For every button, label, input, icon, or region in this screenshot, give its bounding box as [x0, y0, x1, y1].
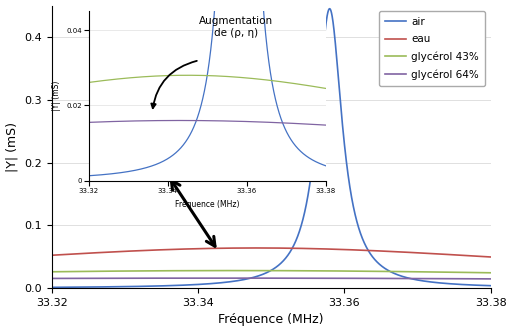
eau — [257, 246, 263, 250]
glycérol 43% — [487, 271, 494, 275]
eau — [49, 253, 55, 257]
air — [452, 282, 458, 286]
Line: eau: eau — [52, 248, 490, 257]
glycérol 43% — [257, 269, 263, 273]
glycérol 64% — [233, 276, 239, 280]
glycérol 64% — [368, 276, 374, 280]
glycérol 64% — [257, 276, 263, 280]
air — [368, 252, 374, 256]
glycérol 43% — [237, 269, 243, 273]
X-axis label: Fréquence (MHz): Fréquence (MHz) — [218, 313, 324, 326]
air — [474, 283, 480, 287]
eau — [474, 254, 480, 258]
Line: air: air — [52, 9, 490, 287]
air — [327, 7, 333, 11]
glycérol 64% — [237, 276, 243, 280]
eau — [452, 253, 458, 257]
glycérol 43% — [231, 269, 238, 273]
air — [233, 279, 239, 283]
air — [237, 279, 243, 283]
air — [49, 285, 55, 289]
eau — [237, 246, 243, 250]
Line: glycérol 43%: glycérol 43% — [52, 271, 490, 273]
eau — [368, 249, 374, 253]
glycérol 64% — [474, 277, 480, 281]
glycérol 64% — [49, 277, 55, 281]
glycérol 64% — [452, 277, 458, 281]
glycérol 43% — [474, 271, 480, 275]
eau — [487, 255, 494, 259]
glycérol 43% — [368, 269, 374, 273]
glycérol 64% — [217, 276, 223, 280]
glycérol 43% — [452, 270, 458, 274]
air — [487, 284, 494, 288]
glycérol 43% — [49, 270, 55, 274]
Line: glycérol 64%: glycérol 64% — [52, 278, 490, 279]
glycérol 43% — [233, 269, 239, 273]
eau — [253, 246, 260, 250]
Legend: air, eau, glycérol 43%, glycérol 64%: air, eau, glycérol 43%, glycérol 64% — [379, 11, 485, 86]
eau — [233, 246, 239, 250]
air — [257, 273, 263, 277]
Y-axis label: |Y| (mS): |Y| (mS) — [6, 122, 18, 172]
glycérol 64% — [487, 277, 494, 281]
